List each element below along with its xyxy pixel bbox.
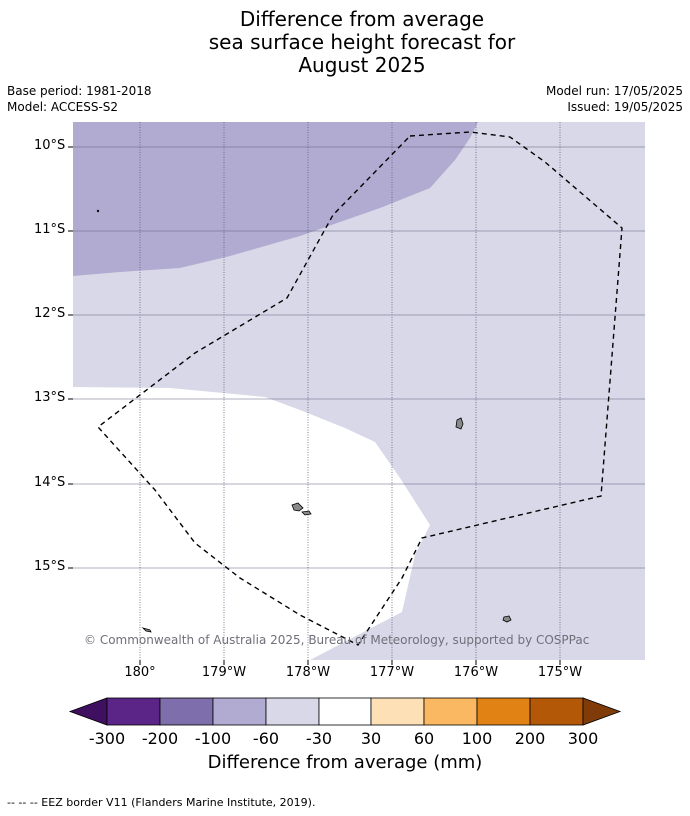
colorbar-segment-1 [106, 697, 161, 726]
title-line-2: sea surface height forecast for [208, 30, 516, 54]
island-alofi [301, 510, 312, 516]
base-period-text: Base period: 1981-2018 [7, 84, 152, 98]
colorbar-tick-label: -100 [194, 729, 232, 748]
colorbar-segment-9 [529, 697, 584, 726]
colorbar-tick-label: 60 [413, 729, 435, 748]
colorbar-extend-low [68, 697, 108, 726]
colorbar-tick-label: 300 [567, 729, 599, 748]
island-wallis [455, 417, 464, 430]
lat-label-15s: 15°S [34, 559, 66, 574]
meridians [139, 122, 561, 660]
title-line-1: Difference from average [239, 7, 485, 31]
meta-left: Base period: 1981-2018 Model: ACCESS-S2 [7, 83, 152, 115]
lon-label-178w: 178°W [285, 665, 331, 680]
lon-label-180: 180° [124, 665, 156, 680]
lon-label-175w: 175°W [537, 665, 583, 680]
island-futuna [291, 502, 304, 512]
lat-label-11s: 11°S [34, 222, 66, 237]
colorbar-segment-6 [370, 697, 425, 726]
sea-surface-height-field [73, 122, 645, 660]
colorbar-segment-3 [212, 697, 267, 726]
model-text: Model: ACCESS-S2 [7, 100, 119, 114]
region-minus-30-to-30 [73, 387, 430, 660]
colorbar-tick-label: -30 [305, 729, 333, 748]
colorbar-tick-label: 30 [360, 729, 382, 748]
lat-label-13s: 13°S [34, 390, 66, 405]
colorbar-tick-label: -200 [141, 729, 179, 748]
islands [96, 209, 512, 633]
island-islet [96, 209, 100, 213]
meta-right: Model run: 17/05/2025 Issued: 19/05/2025 [546, 83, 683, 115]
lon-label-176w: 176°W [453, 665, 499, 680]
eez-border [96, 131, 623, 646]
colorbar-segment-8 [476, 697, 531, 726]
colorbar-tick-label: 200 [514, 729, 546, 748]
island-small-south [502, 615, 512, 623]
lat-label-14s: 14°S [34, 475, 66, 490]
colorbar-segment-4 [265, 697, 320, 726]
title-line-3: August 2025 [298, 53, 426, 77]
lon-label-179w: 179°W [201, 665, 247, 680]
colorbar-tick-label: -300 [88, 729, 126, 748]
colorbar [68, 697, 622, 726]
model-run-text: Model run: 17/05/2025 [545, 84, 683, 98]
lat-label-10s: 10°S [34, 138, 66, 153]
colorbar-tick-label: -60 [252, 729, 280, 748]
issued-text: Issued: 19/05/2025 [567, 100, 683, 114]
colorbar-segment-5 [318, 697, 372, 726]
colorbar-tick-label: 100 [461, 729, 493, 748]
colorbar-segment-2 [159, 697, 214, 726]
map-title: Difference from average sea surface heig… [0, 8, 690, 77]
colorbar-extend-high [582, 697, 622, 726]
copyright-notice: © Commonwealth of Australia 2025, Bureau… [84, 633, 590, 647]
colorbar-title: Difference from average (mm) [207, 752, 483, 773]
island-southwest [141, 627, 152, 633]
eez-footnote: -- -- -- EEZ border V11 (Flanders Marine… [7, 796, 316, 809]
region-minus-100-to-minus-60 [73, 122, 478, 276]
colorbar-segment-7 [423, 697, 478, 726]
graticule [73, 146, 645, 569]
lon-label-177w: 177°W [369, 665, 415, 680]
lat-label-12s: 12°S [34, 306, 66, 321]
axis-ticks [68, 146, 561, 665]
